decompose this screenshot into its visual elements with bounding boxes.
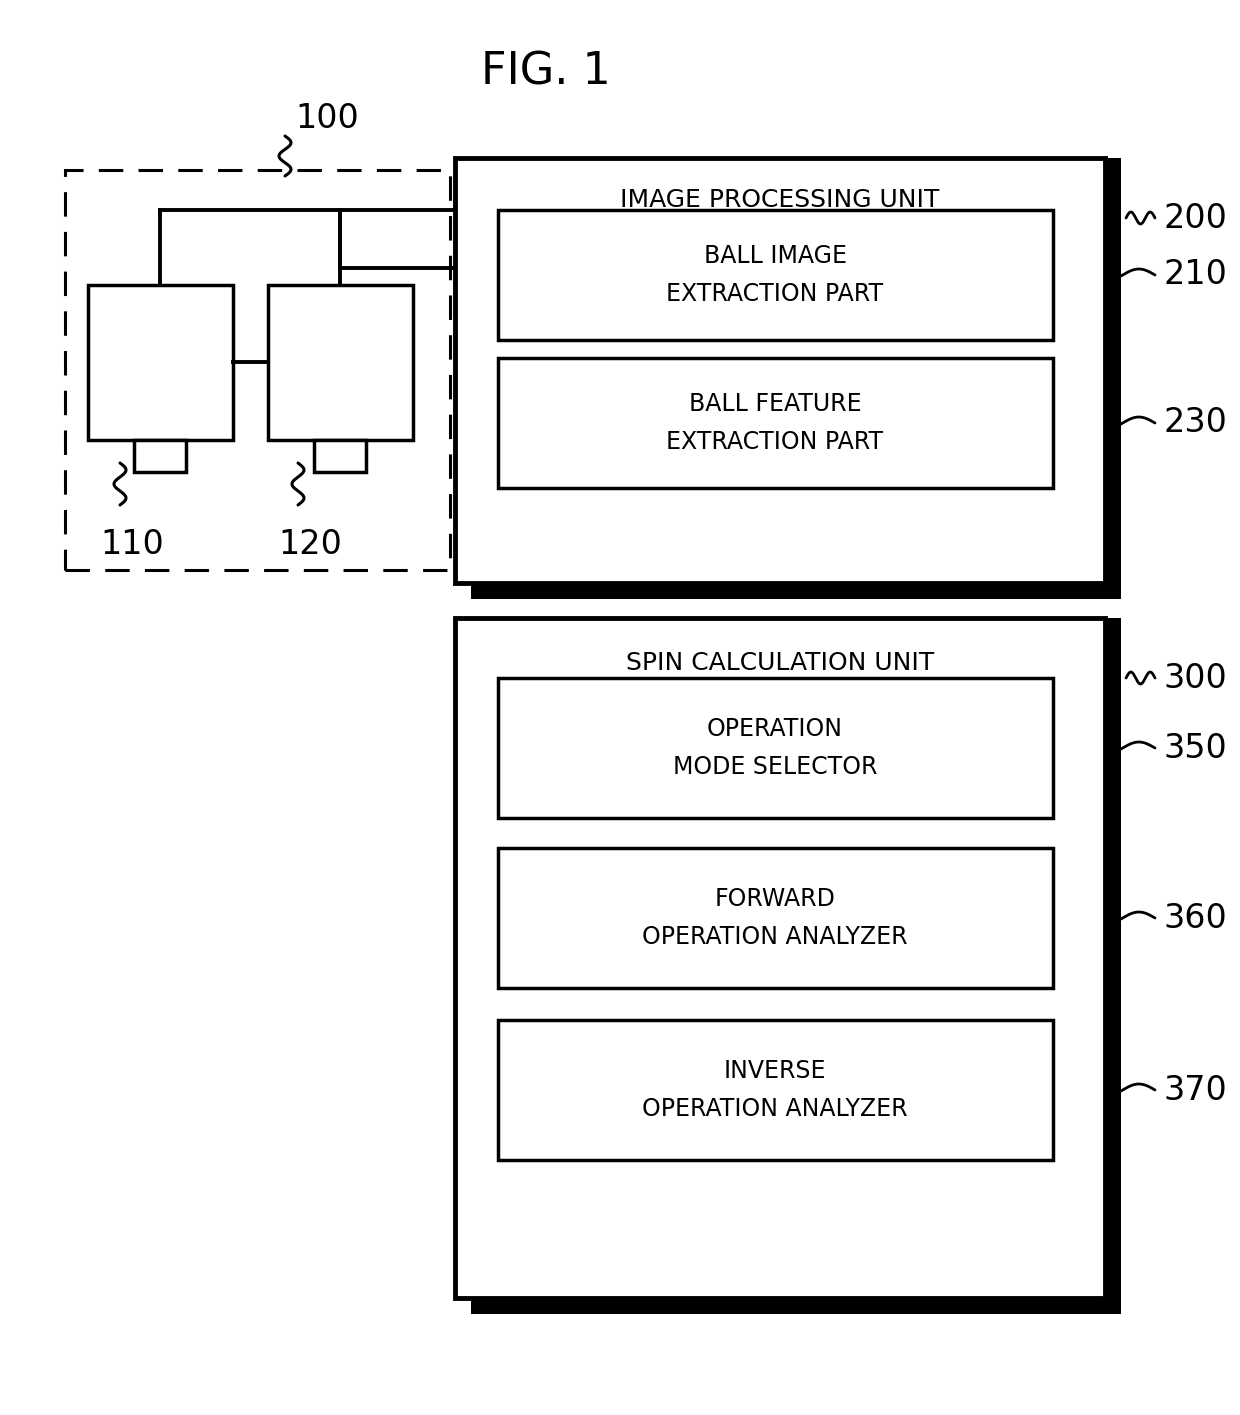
Bar xyxy=(1105,618,1121,1315)
Bar xyxy=(134,440,186,473)
Text: BALL FEATURE
EXTRACTION PART: BALL FEATURE EXTRACTION PART xyxy=(666,392,884,454)
Bar xyxy=(498,209,1053,340)
Text: 200: 200 xyxy=(1163,201,1226,235)
Text: 120: 120 xyxy=(278,528,342,562)
Text: 210: 210 xyxy=(1163,259,1226,291)
Bar xyxy=(471,1298,1121,1315)
Bar xyxy=(1105,158,1121,599)
Text: SPIN CALCULATION UNIT: SPIN CALCULATION UNIT xyxy=(626,651,934,675)
Bar xyxy=(471,583,1121,599)
Text: IMAGE PROCESSING UNIT: IMAGE PROCESSING UNIT xyxy=(620,188,940,212)
Text: FORWARD
OPERATION ANALYZER: FORWARD OPERATION ANALYZER xyxy=(642,887,908,948)
Text: 100: 100 xyxy=(295,102,358,134)
Bar xyxy=(88,284,233,440)
Text: 350: 350 xyxy=(1163,732,1226,764)
Text: 110: 110 xyxy=(100,528,164,562)
Bar xyxy=(498,848,1053,988)
Bar xyxy=(64,170,450,570)
Bar xyxy=(455,158,1105,583)
Text: 370: 370 xyxy=(1163,1074,1226,1107)
Bar xyxy=(268,284,413,440)
Text: FIG. 1: FIG. 1 xyxy=(481,51,610,93)
Bar xyxy=(455,618,1105,1298)
Text: 360: 360 xyxy=(1163,901,1226,934)
Text: 300: 300 xyxy=(1163,661,1226,695)
Text: OPERATION
MODE SELECTOR: OPERATION MODE SELECTOR xyxy=(673,717,877,778)
Text: INVERSE
OPERATION ANALYZER: INVERSE OPERATION ANALYZER xyxy=(642,1060,908,1121)
Text: BALL IMAGE
EXTRACTION PART: BALL IMAGE EXTRACTION PART xyxy=(666,245,884,306)
Text: 230: 230 xyxy=(1163,406,1226,440)
Bar xyxy=(314,440,366,473)
Bar xyxy=(498,358,1053,488)
Bar xyxy=(498,1020,1053,1160)
Bar xyxy=(498,678,1053,818)
